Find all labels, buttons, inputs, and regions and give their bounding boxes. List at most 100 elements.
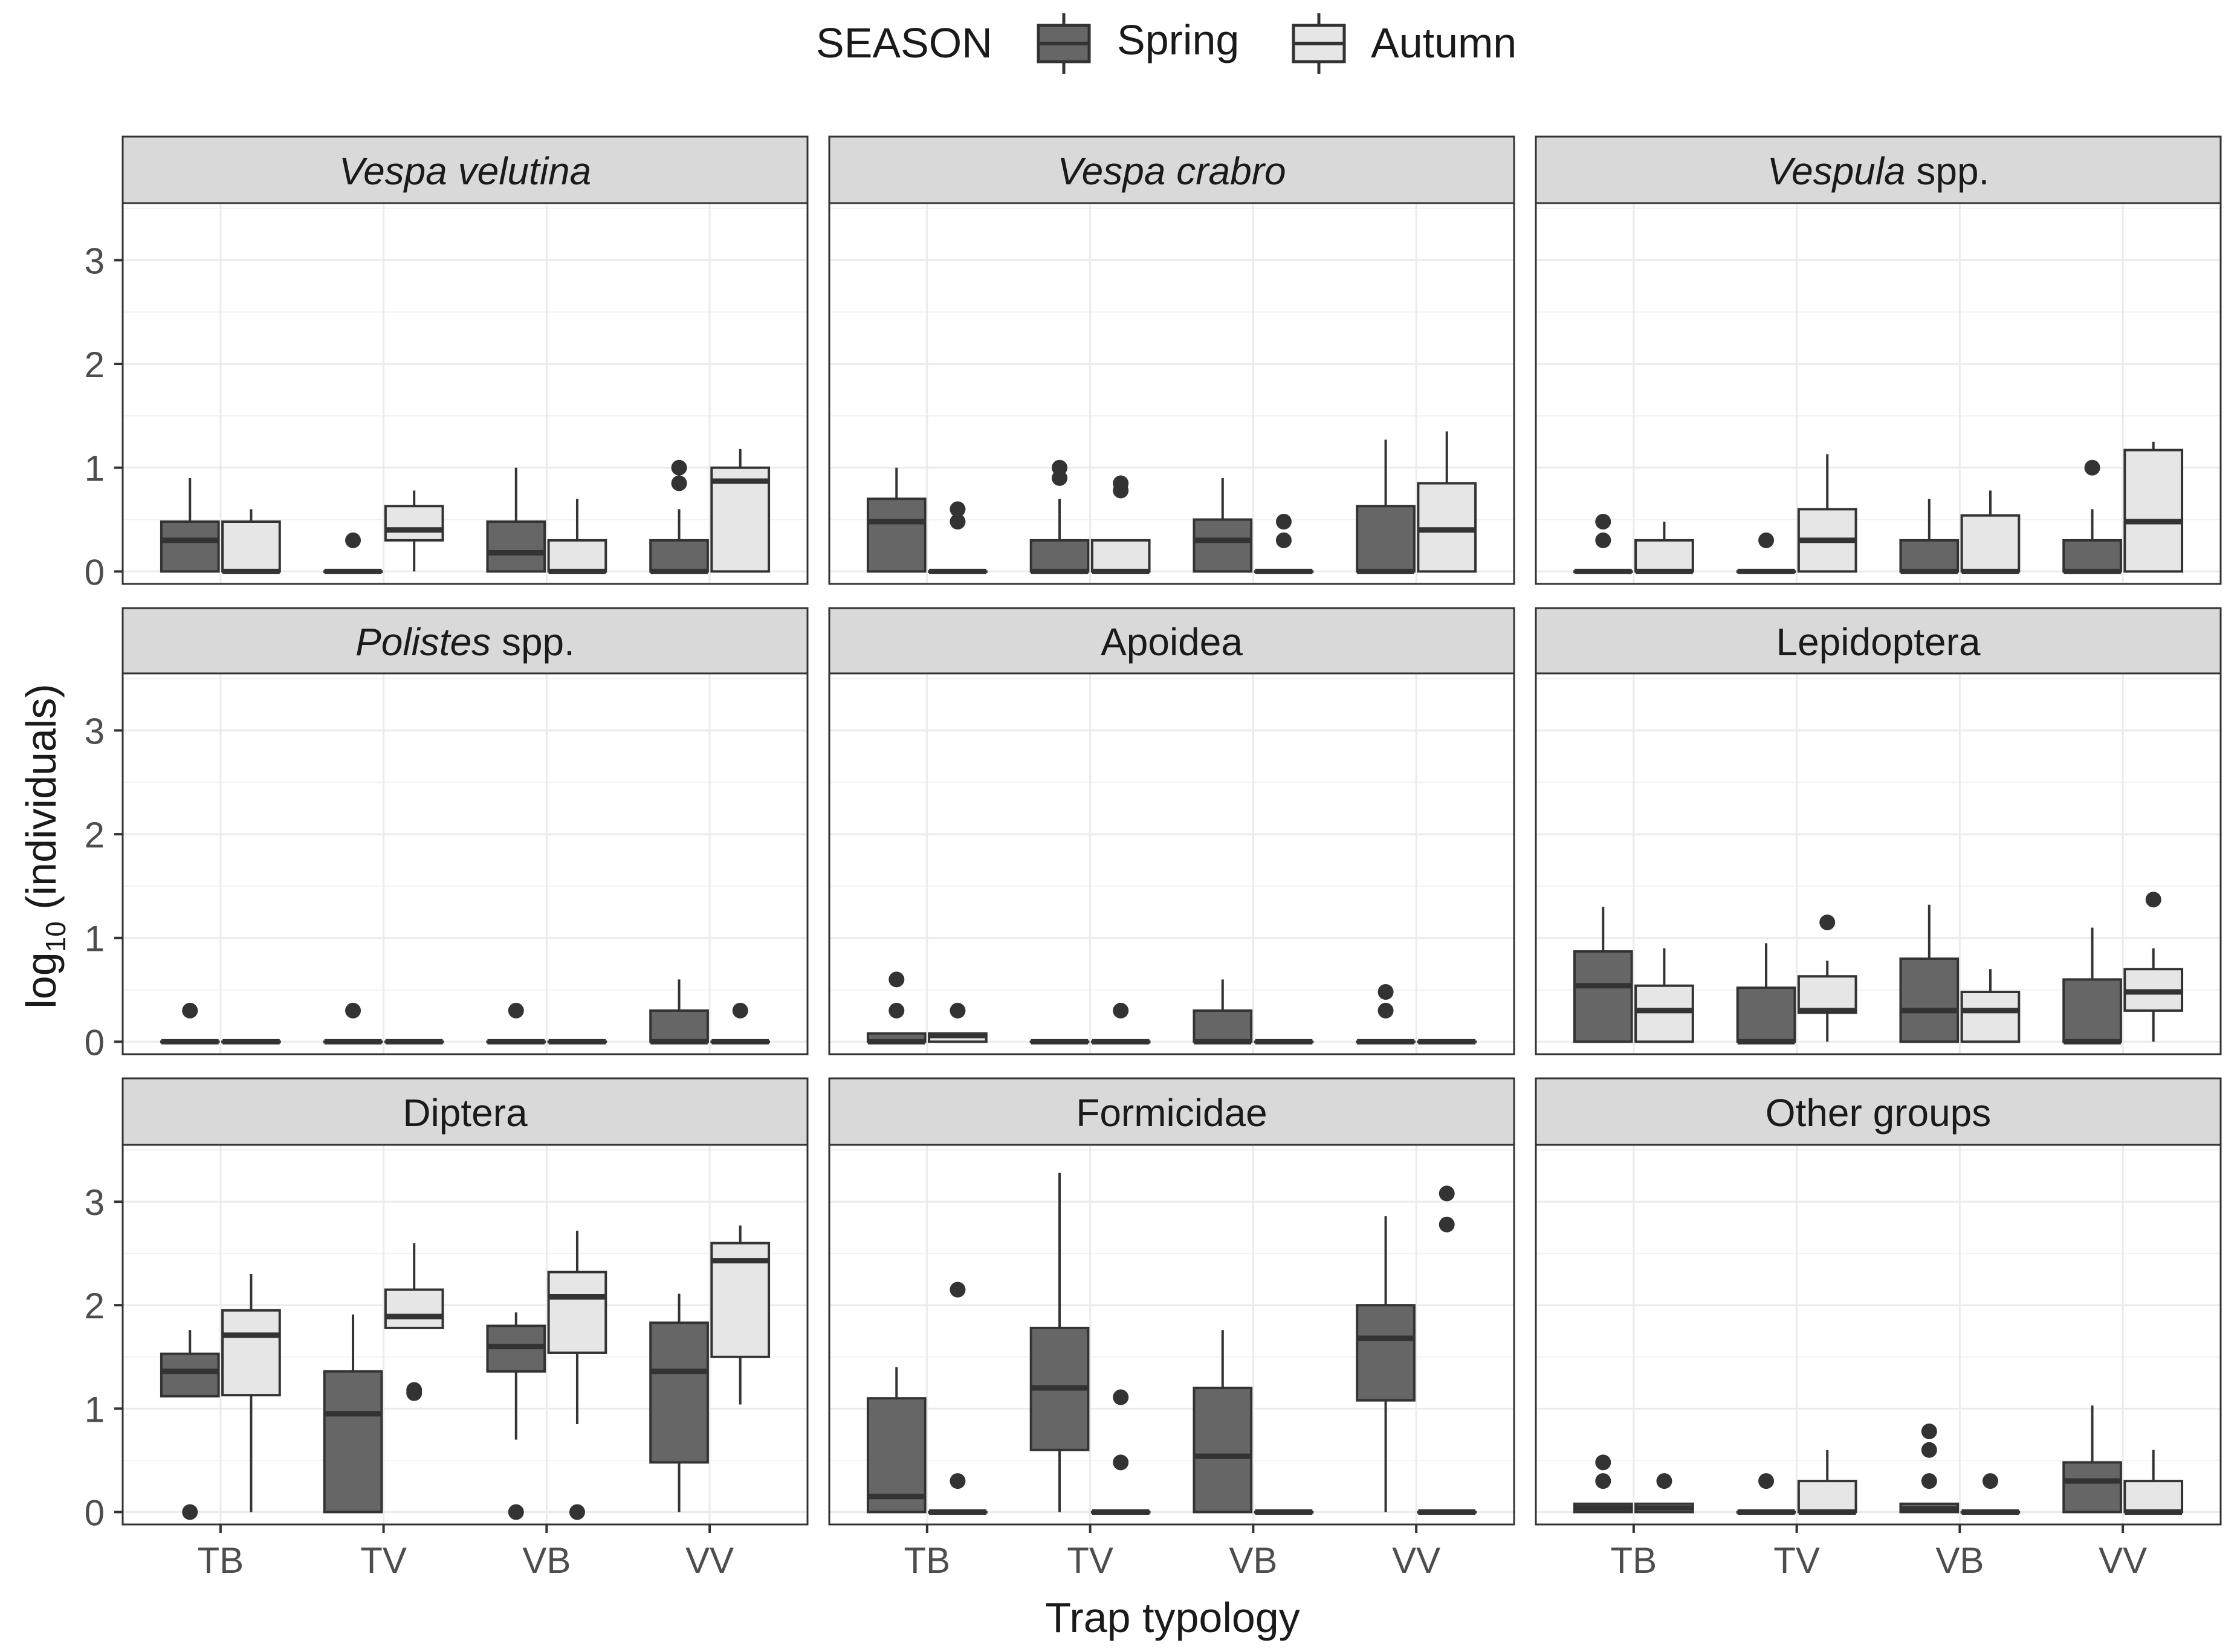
x-tick-label: TV — [1067, 1540, 1113, 1581]
box-vv-autumn — [2123, 1450, 2184, 1515]
box-tb-spring — [1573, 1454, 1633, 1514]
box-body — [2123, 1480, 2184, 1514]
panel-background — [123, 673, 808, 1054]
x-tick-label: VV — [1392, 1540, 1440, 1581]
legend: SEASON Spring Autumn — [816, 13, 1517, 74]
outlier-point — [406, 1382, 422, 1398]
outlier-point — [1595, 1454, 1611, 1471]
box-body — [649, 1009, 709, 1043]
box-tv-spring — [1029, 1038, 1090, 1045]
box-vv-autumn — [2123, 892, 2184, 1042]
outlier-point — [1982, 1473, 1998, 1489]
box-vv-autumn — [1417, 1038, 1477, 1045]
outlier-point — [732, 1002, 748, 1019]
outlier-point — [889, 971, 905, 988]
box-tb-spring — [160, 1002, 220, 1045]
box-body — [1899, 539, 1960, 573]
outlier-point — [889, 1002, 905, 1019]
box-tv-spring — [323, 1314, 383, 1514]
box-vb-autumn — [547, 1038, 607, 1045]
box-vv-spring — [649, 979, 709, 1045]
box-body — [1797, 1480, 1857, 1514]
outlier-point — [2145, 892, 2161, 908]
box-tb-spring — [866, 971, 927, 1045]
box-body — [1573, 950, 1633, 1043]
outlier-point — [569, 1504, 585, 1520]
box-tv-spring — [323, 532, 383, 574]
box-tb-spring — [160, 1330, 220, 1520]
box-vv-autumn — [2123, 441, 2184, 573]
box-vb-autumn — [1254, 514, 1314, 574]
box-body — [710, 466, 771, 573]
outlier-point — [1113, 1389, 1129, 1405]
outlier-point — [1595, 532, 1611, 548]
box-body — [1634, 984, 1694, 1043]
box-vv-autumn — [710, 449, 771, 573]
strip-background — [121, 607, 809, 675]
box-vv-spring — [1356, 439, 1416, 574]
box-vb-autumn — [1960, 490, 2021, 574]
box-body — [1960, 991, 2021, 1043]
box-body — [2123, 449, 2184, 573]
box-vb-spring — [1193, 478, 1253, 573]
facet-title-text: spp. — [1906, 149, 1990, 193]
y-axis-title-subscript: 10 — [40, 921, 71, 952]
box-body — [1193, 1387, 1253, 1514]
box-vv-spring — [649, 1294, 709, 1512]
box-body — [1029, 539, 1090, 573]
box-body — [221, 520, 281, 573]
box-body — [1634, 539, 1694, 573]
facet-title: Vespula spp. — [1767, 149, 1990, 193]
box-body — [1090, 539, 1151, 573]
facet-panel-apoidea: Apoidea — [828, 607, 1515, 1055]
x-tick-label: VB — [1935, 1540, 1984, 1581]
facet-title-italic: Polistes — [355, 620, 491, 664]
outlier-point — [508, 1002, 524, 1019]
box-body — [1193, 518, 1253, 573]
box-body — [1899, 957, 1960, 1043]
y-tick-label: 1 — [85, 449, 105, 489]
x-axis-title: Trap typology — [1045, 1594, 1300, 1641]
facet-panel-formicidae: Formicidae TB TV VB VV — [828, 1077, 1515, 1581]
outlier-point — [1595, 1473, 1611, 1489]
legend-title: SEASON — [816, 19, 992, 66]
box-vv-autumn — [1417, 1185, 1477, 1515]
box-tb-spring — [160, 478, 220, 573]
box-tv-autumn — [1797, 1450, 1857, 1515]
box-vv-spring — [1356, 984, 1416, 1045]
box-tb-autumn — [221, 1274, 281, 1512]
outlier-point — [182, 1002, 198, 1019]
facet-panel-other-groups: Other groups TB TV VB VV — [1535, 1077, 2222, 1581]
box-vb-autumn — [1960, 1473, 2021, 1515]
outlier-point — [1439, 1185, 1455, 1202]
box-vv-autumn — [710, 1225, 771, 1405]
x-tick-label: TB — [1611, 1540, 1657, 1581]
box-vv-spring — [2062, 459, 2122, 574]
y-tick-label: 1 — [85, 919, 105, 959]
box-tb-autumn — [1634, 948, 1694, 1043]
legend-item-spring: Spring — [1037, 13, 1239, 74]
y-tick-label: 0 — [85, 552, 105, 592]
outlier-point — [1921, 1473, 1937, 1489]
box-body — [866, 1397, 927, 1514]
outlier-point — [2084, 459, 2100, 476]
box-body — [221, 1309, 281, 1397]
strip-background — [828, 1077, 1515, 1146]
y-axis-title-log: log — [18, 952, 65, 1008]
box-body — [2062, 1461, 2122, 1514]
x-tick-label: TB — [904, 1540, 951, 1581]
box-tv-spring — [1029, 1173, 1090, 1512]
strip-background — [1535, 607, 2222, 675]
box-body — [384, 1288, 444, 1329]
y-axis-title-units: (individuals) — [18, 684, 65, 921]
outlier-point — [1113, 1002, 1129, 1019]
box-tb-autumn — [221, 1038, 281, 1045]
x-tick-label: VV — [2099, 1540, 2147, 1581]
facet-title: Formicidae — [1076, 1091, 1267, 1135]
y-tick-label: 2 — [85, 815, 105, 855]
box-tb-autumn — [1634, 1473, 1694, 1514]
box-vb-spring — [1899, 904, 1960, 1043]
box-body — [323, 1370, 383, 1514]
box-tb-autumn — [928, 501, 988, 574]
y-tick-label: 0 — [85, 1492, 105, 1533]
